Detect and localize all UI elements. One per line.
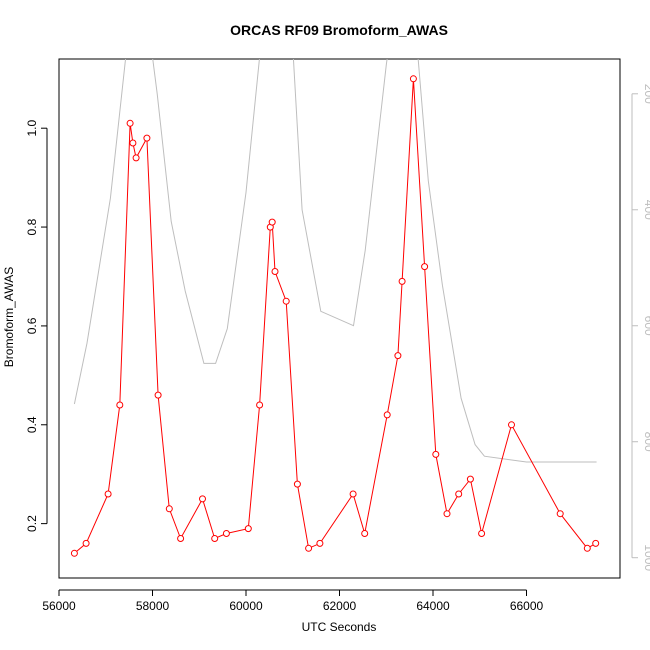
- data-point: [478, 530, 486, 537]
- data-point: [383, 411, 391, 419]
- x-tick-label: 66000: [510, 599, 544, 613]
- data-point: [177, 535, 185, 542]
- series-red-layer: [70, 75, 600, 557]
- x-tick-label: 64000: [416, 599, 450, 613]
- data-point: [349, 490, 357, 498]
- x-axis-label: UTC Seconds: [302, 620, 377, 634]
- data-point: [508, 421, 515, 429]
- data-point: [271, 268, 279, 275]
- data-point: [293, 480, 301, 488]
- y2-tick-label: 600: [642, 316, 650, 336]
- data-point: [70, 549, 78, 557]
- y-tick-label: 0.2: [25, 515, 39, 532]
- y2-tick-label: 200: [642, 84, 650, 104]
- data-point: [165, 505, 173, 513]
- data-point: [116, 401, 124, 409]
- y-tick-label: 0.4: [25, 416, 39, 433]
- data-point: [361, 530, 369, 537]
- data-point: [583, 544, 591, 552]
- y2-tick-label: 800: [642, 432, 650, 452]
- data-point: [104, 490, 112, 498]
- x-tick-label: 58000: [136, 599, 170, 613]
- data-point: [154, 391, 162, 399]
- y2-tick-label: 1000: [642, 544, 650, 571]
- data-point: [211, 535, 219, 542]
- data-point: [132, 154, 140, 162]
- x-tick-label: 60000: [229, 599, 263, 613]
- data-point: [556, 510, 564, 518]
- axes-layer: 56000 58000 60000 62000 64000 66000 0.2 0.4 0.6 0…: [25, 84, 650, 613]
- data-point: [432, 450, 440, 458]
- data-point: [268, 218, 276, 226]
- data-point: [398, 277, 406, 285]
- plot-frame: [58, 58, 621, 579]
- data-point: [256, 401, 264, 409]
- data-point: [455, 490, 463, 498]
- data-point: [305, 544, 313, 552]
- chart-title: ORCAS RF09 Bromoform_AWAS: [230, 22, 448, 38]
- y2-tick-label: 400: [642, 200, 650, 220]
- series-gray-layer: [73, 59, 597, 463]
- data-point: [244, 525, 252, 533]
- y-tick-label: 0.8: [25, 218, 39, 235]
- data-point: [282, 297, 290, 305]
- x-tick-label: 56000: [42, 599, 76, 613]
- data-point: [421, 263, 429, 271]
- data-point: [222, 530, 230, 537]
- y-axis-label: Bromoform_AWAS: [2, 267, 16, 367]
- data-point: [129, 139, 137, 147]
- data-point: [199, 495, 206, 503]
- data-point: [466, 475, 474, 483]
- data-point: [394, 352, 402, 360]
- x-tick-label: 62000: [323, 599, 357, 613]
- data-point: [82, 539, 90, 547]
- data-point: [443, 510, 451, 518]
- data-point: [126, 119, 134, 127]
- y-tick-label: 0.6: [25, 317, 39, 334]
- data-point: [143, 134, 151, 142]
- y-tick-label: 1.0: [25, 120, 39, 137]
- data-point: [592, 539, 600, 547]
- red-series-line: [74, 78, 596, 554]
- gray-series-line: [73, 59, 597, 463]
- data-point: [316, 539, 324, 547]
- data-point: [409, 75, 417, 83]
